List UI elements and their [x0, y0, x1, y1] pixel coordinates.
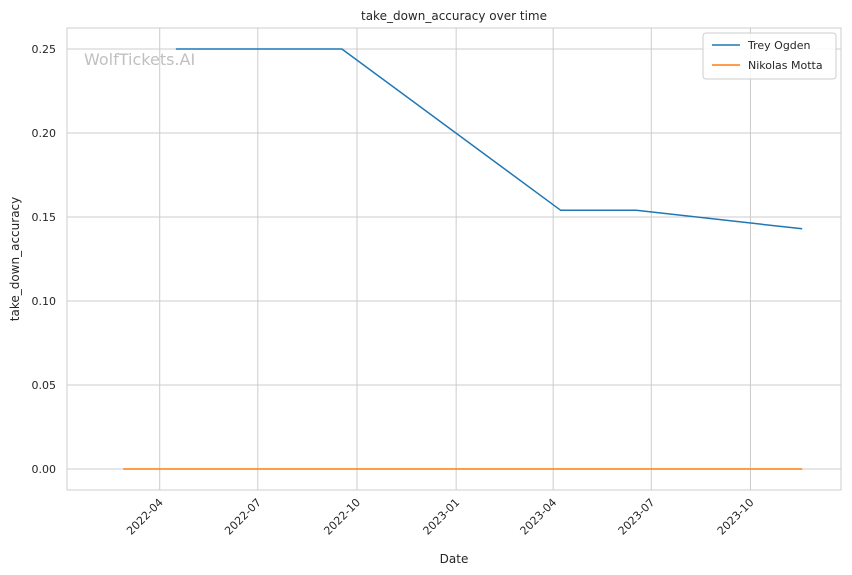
y-tick-label: 0.20 [32, 127, 57, 140]
y-tick-label: 0.25 [32, 43, 57, 56]
x-axis-label: Date [440, 552, 469, 566]
y-axis-label: take_down_accuracy [8, 197, 22, 321]
x-tick-label: 2022-04 [124, 496, 166, 538]
x-axis-ticks: 2022-04 2022-07 2022-10 2023-01 2023-04 2023-… [124, 496, 756, 538]
x-tick-label: 2022-10 [321, 496, 363, 538]
y-tick-label: 0.15 [32, 211, 57, 224]
y-tick-label: 0.10 [32, 295, 57, 308]
series-lines [123, 48, 803, 470]
x-tick-label: 2023-07 [616, 496, 658, 538]
plot-area [66, 27, 842, 491]
x-tick-label: 2023-01 [421, 496, 463, 538]
y-tick-label: 0.05 [32, 379, 57, 392]
series-line [175, 48, 803, 230]
chart-title: take_down_accuracy over time [361, 9, 547, 23]
x-tick-label: 2023-04 [518, 496, 560, 538]
watermark: WolfTickets.AI [84, 50, 195, 69]
legend: Trey Ogden Nikolas Motta [702, 32, 837, 80]
legend-label: Trey Ogden [747, 39, 811, 52]
x-tick-label: 2022-07 [222, 496, 264, 538]
legend-label: Nikolas Motta [748, 59, 823, 72]
y-axis-ticks: 0.00 0.05 0.10 0.15 0.20 0.25 [32, 43, 57, 476]
x-tick-label: 2023-10 [715, 496, 757, 538]
y-tick-label: 0.00 [32, 463, 57, 476]
